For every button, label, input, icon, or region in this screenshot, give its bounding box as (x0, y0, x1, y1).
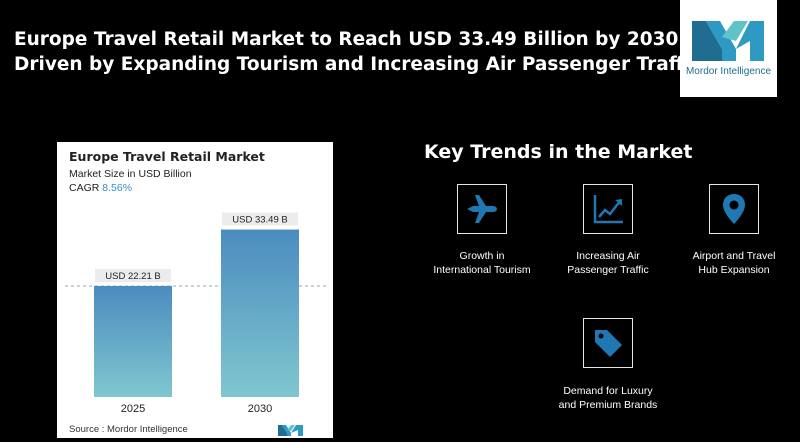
chart-card: USD 22.21 B 2025 USD 33.49 B 2030 Europe Tr… (57, 142, 333, 438)
x-tick-2025: 2025 (121, 403, 145, 415)
key-trends-title: Key Trends in the Market (424, 141, 693, 163)
logo-text: Mordor Intelligence (685, 66, 772, 77)
trend-4-line-1: Demand for Luxury (563, 385, 653, 397)
cagr-label: CAGR (69, 182, 100, 194)
chart-subtitle: Market Size in USD Billion (69, 168, 192, 180)
chart-cagr: CAGR 8.56% (69, 182, 132, 194)
trend-2-line-2: Passenger Traffic (567, 264, 649, 276)
source-logo-icon (278, 425, 303, 436)
cagr-value: 8.56% (102, 182, 133, 194)
price-tag-icon (595, 330, 622, 357)
airplane-icon (467, 195, 497, 223)
trend-3-line-2: Hub Expansion (698, 264, 770, 276)
headline-line-2: Driven by Expanding Tourism and Increasi… (14, 54, 701, 75)
line-chart-icon (593, 195, 623, 224)
trend-4-label: Demand for Luxury and Premium Brands (533, 384, 683, 412)
mordor-logo-mark-icon (692, 21, 764, 61)
headline-line-1: Europe Travel Retail Market to Reach USD… (14, 29, 679, 50)
trend-2-label: Increasing Air Passenger Traffic (533, 249, 683, 277)
trend-2-icon-box (583, 184, 633, 234)
bar-chart: USD 22.21 B 2025 USD 33.49 B 2030 (65, 212, 327, 415)
trend-1-icon-box (457, 184, 507, 234)
trend-1-label: Growth in International Tourism (407, 249, 557, 277)
x-tick-2030: 2030 (248, 403, 272, 415)
chart-source: Source : Mordor Intelligence (69, 424, 188, 435)
trend-1-line-1: Growth in (459, 250, 505, 262)
trend-3-line-1: Airport and Travel (692, 250, 776, 262)
trend-3-label: Airport and Travel Hub Expansion (659, 249, 800, 277)
location-pin-icon (723, 194, 745, 224)
data-label-box-2025 (95, 268, 171, 282)
trend-4-icon-box (583, 318, 633, 368)
bar-2030 (221, 229, 299, 397)
trend-1-line-2: International Tourism (433, 264, 531, 276)
mordor-logo: Mordor Intelligence (680, 0, 777, 97)
trend-3-icon-box (709, 184, 759, 234)
bar-2025 (94, 285, 172, 397)
data-label-2025: USD 22.21 B (105, 271, 160, 282)
data-label-2030: USD 33.49 B (232, 215, 287, 226)
data-label-box-2030 (222, 212, 298, 226)
trend-2-line-1: Increasing Air (576, 250, 640, 262)
chart-title: Europe Travel Retail Market (69, 149, 265, 164)
trend-4-line-2: and Premium Brands (558, 399, 658, 411)
headline: Europe Travel Retail Market to Reach USD… (14, 27, 701, 77)
